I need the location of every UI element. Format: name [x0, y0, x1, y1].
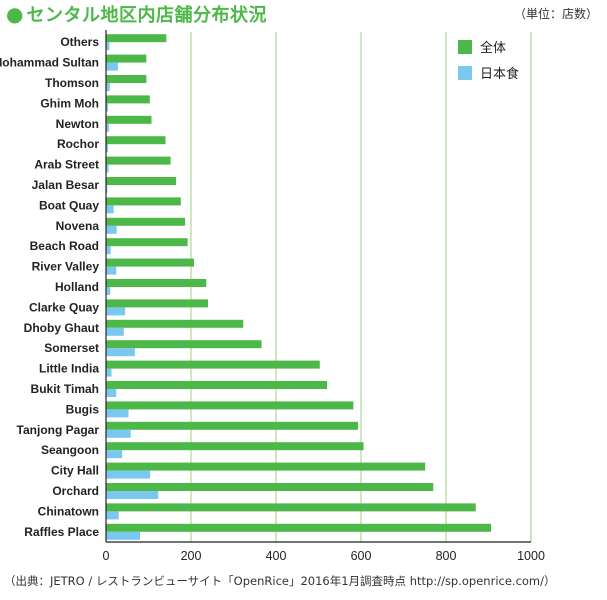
x-tick-label: 600 [351, 549, 372, 563]
bar-japanese [106, 327, 124, 336]
x-tick-label: 800 [436, 549, 457, 563]
bar-japanese [106, 429, 131, 438]
bar-all [106, 442, 364, 451]
category-label: Bukit Timah [31, 382, 99, 396]
bar-japanese [106, 368, 112, 377]
bar-japanese [106, 164, 109, 173]
legend-swatch [458, 40, 472, 54]
category-label: Newton [56, 117, 99, 131]
legend-swatch [458, 66, 472, 80]
bar-japanese [106, 511, 119, 520]
legend-label: 日本食 [480, 66, 519, 82]
category-label: Raffles Place [24, 525, 99, 539]
category-label: Arab Street [34, 158, 99, 172]
category-label: Little India [39, 362, 99, 376]
category-label: Ghim Moh [40, 96, 99, 110]
bar-all [106, 401, 354, 410]
x-tick-label: 1000 [517, 549, 545, 563]
x-tick-label: 400 [266, 549, 287, 563]
category-label: River Valley [32, 260, 100, 274]
bar-all [106, 299, 208, 308]
bar-japanese [106, 123, 109, 132]
unit-note: （単位：店数） [513, 7, 598, 21]
bar-all [106, 177, 177, 185]
legend-label: 全体 [480, 40, 506, 56]
x-tick-label: 0 [103, 549, 110, 563]
category-label: Thomson [45, 76, 99, 90]
bar-all [106, 258, 194, 267]
bar-all [106, 523, 492, 532]
bar-all [106, 483, 434, 491]
bar-japanese [106, 185, 108, 193]
bar-all [106, 115, 152, 124]
bar-all [106, 217, 186, 226]
bar-chart: Others Mohammad Sultan Thomson Ghim Moh Newt… [0, 30, 545, 563]
bar-all [106, 462, 426, 471]
bar-japanese [106, 42, 110, 51]
category-label: Boat Quay [39, 198, 99, 212]
bar-japanese [106, 348, 135, 357]
category-label: Dhoby Ghaut [24, 321, 99, 335]
bar-japanese [106, 103, 109, 112]
bullet-dot-icon: ● [6, 2, 24, 26]
category-label: Seangoon [41, 443, 99, 457]
bar-japanese [106, 62, 118, 71]
bar-japanese [106, 287, 111, 295]
source-note: （出典：JETRO / レストランビューサイト「OpenRice」2016年1月… [4, 574, 556, 588]
category-label: Chinatown [38, 504, 99, 518]
category-label: City Hall [51, 464, 99, 478]
category-label: Somerset [44, 341, 99, 355]
bar-japanese [106, 450, 123, 459]
x-tick-label: 200 [181, 549, 202, 563]
bar-japanese [106, 491, 159, 499]
bar-japanese [106, 144, 109, 153]
category-label: Rochor [57, 137, 99, 151]
bar-all [106, 381, 327, 389]
bar-all [106, 238, 188, 247]
bar-japanese [106, 409, 129, 418]
bar-all [106, 197, 181, 206]
bar-all [106, 95, 150, 104]
bar-all [106, 75, 147, 83]
bar-japanese [106, 246, 111, 255]
category-label: Orchard [52, 484, 99, 498]
bar-all [106, 340, 262, 349]
bar-all [106, 156, 171, 165]
bar-all [106, 279, 207, 287]
bar-japanese [106, 470, 151, 479]
bar-japanese [106, 389, 117, 397]
bar-all [106, 421, 359, 430]
category-label: Clarke Quay [29, 300, 99, 314]
bar-japanese [106, 266, 117, 275]
bar-japanese [106, 205, 114, 214]
bar-all [106, 360, 320, 369]
category-label: Others [60, 35, 99, 49]
bar-all [106, 54, 147, 63]
category-label: Holland [55, 280, 99, 294]
category-label: Bugis [66, 402, 100, 416]
chart-title: ● センタル地区内店舗分布状況 [6, 2, 267, 26]
bar-all [106, 319, 244, 328]
bar-japanese [106, 225, 117, 234]
bar-japanese [106, 307, 126, 316]
bar-all [106, 503, 476, 512]
category-label: Mohammad Sultan [0, 56, 99, 70]
category-label: Tanjong Pagar [17, 423, 100, 437]
bar-all [106, 136, 166, 145]
bar-japanese [106, 531, 140, 540]
category-label: Novena [56, 219, 100, 233]
category-label: Beach Road [30, 239, 99, 253]
bar-japanese [106, 83, 110, 91]
chart-title-text: センタル地区内店舗分布状況 [26, 5, 267, 26]
category-label: Jalan Besar [32, 178, 100, 192]
bar-all [106, 34, 167, 43]
